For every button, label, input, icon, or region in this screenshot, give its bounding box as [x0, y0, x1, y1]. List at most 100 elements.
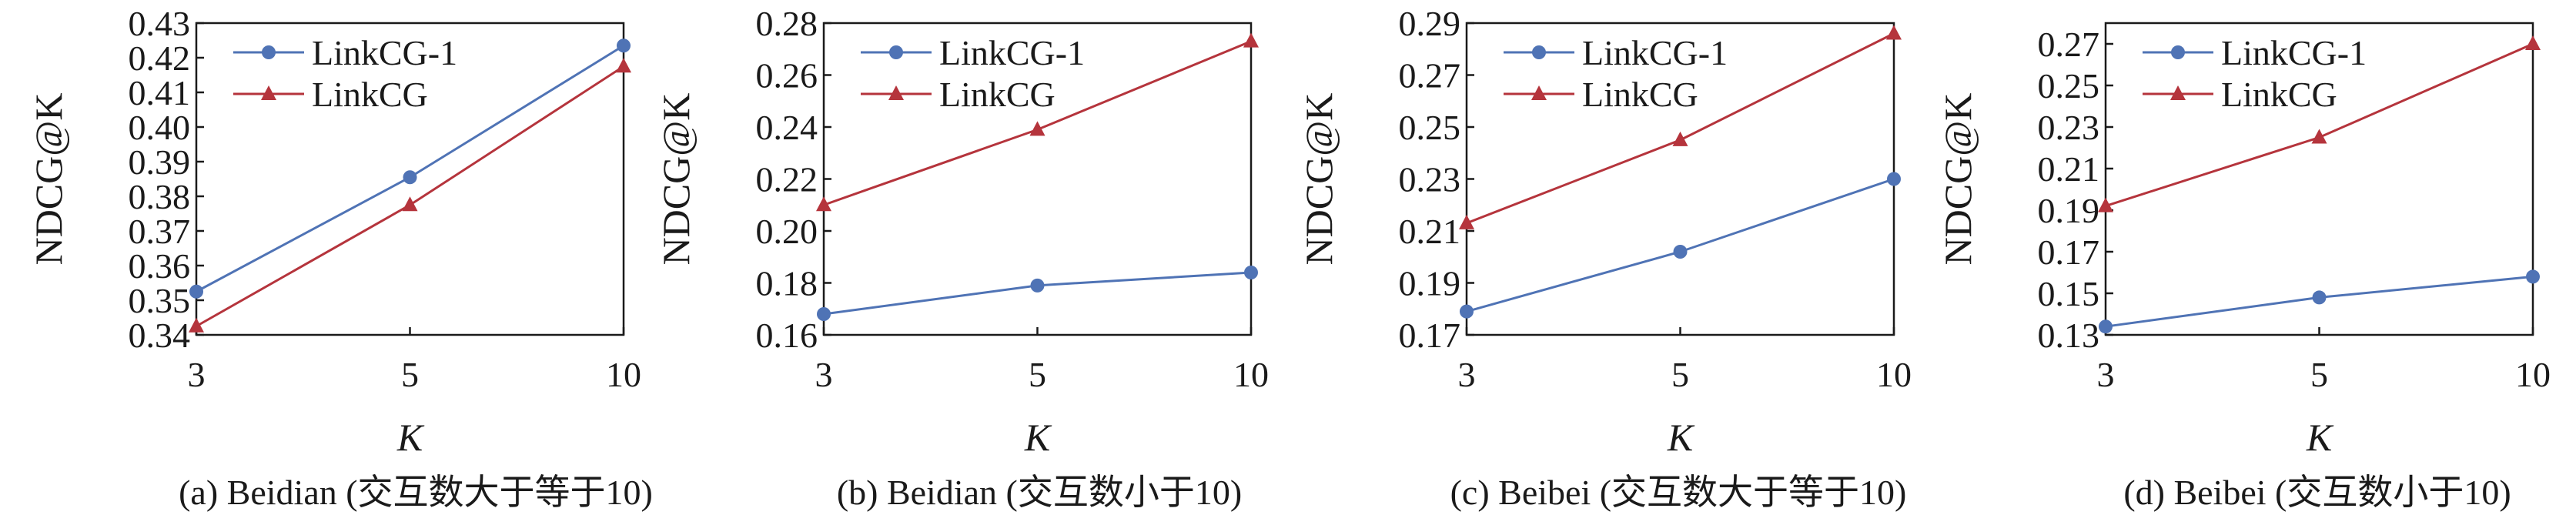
data-point-triangle — [816, 196, 831, 212]
legend-marker-circle — [262, 45, 276, 59]
data-point-circle — [617, 38, 631, 53]
data-point-triangle — [2098, 197, 2113, 212]
x-tick-label: 10 — [606, 355, 641, 394]
y-tick-label: 0.38 — [129, 177, 191, 216]
legend-label: LinkCG-1 — [312, 33, 457, 72]
y-tick-label: 0.25 — [2038, 66, 2100, 105]
data-point-triangle — [1029, 121, 1045, 136]
data-point-triangle — [616, 58, 631, 73]
data-point-circle — [2526, 269, 2540, 284]
y-tick-label: 0.39 — [129, 142, 191, 182]
legend-label: LinkCG-1 — [1582, 33, 1728, 72]
y-tick-label: 0.27 — [2038, 25, 2100, 64]
y-axis-title: NDCG@K — [27, 93, 70, 266]
y-tick-label: 0.22 — [756, 160, 818, 199]
chart-panel: 0.340.350.360.370.380.390.400.410.420.43… — [27, 4, 653, 512]
legend-marker-triangle — [888, 85, 904, 100]
legend-label: LinkCG — [939, 75, 1055, 114]
legend-label: LinkCG-1 — [939, 33, 1085, 72]
y-tick-label: 0.18 — [756, 264, 818, 303]
y-tick-label: 0.29 — [1399, 4, 1461, 43]
panel-caption: (a) Beidian (交互数大于等于10) — [179, 473, 653, 512]
y-tick-label: 0.43 — [129, 4, 191, 43]
data-point-triangle — [189, 317, 204, 333]
x-tick-label: 3 — [815, 355, 833, 394]
y-tick-label: 0.34 — [129, 316, 191, 355]
y-tick-label: 0.21 — [1399, 212, 1461, 251]
legend-label: LinkCG — [2221, 75, 2337, 114]
data-point-circle — [1460, 304, 1474, 319]
data-point-circle — [817, 307, 831, 321]
y-tick-label: 0.35 — [129, 281, 191, 320]
data-point-triangle — [2311, 129, 2327, 144]
y-tick-label: 0.23 — [2038, 108, 2100, 147]
data-point-circle — [1887, 172, 1901, 186]
panel-caption: (c) Beibei (交互数大于等于10) — [1450, 473, 1907, 512]
x-tick-label: 3 — [2097, 355, 2115, 394]
data-point-triangle — [1672, 131, 1688, 146]
y-tick-label: 0.26 — [756, 56, 818, 95]
data-point-circle — [403, 170, 417, 185]
legend-marker-triangle — [261, 85, 276, 100]
y-tick-label: 0.17 — [1399, 316, 1461, 355]
y-axis-title: NDCG@K — [1297, 93, 1340, 266]
x-tick-label: 3 — [1458, 355, 1476, 394]
x-tick-label: 10 — [1233, 355, 1269, 394]
y-tick-label: 0.23 — [1399, 160, 1461, 199]
y-axis-title: NDCG@K — [1936, 93, 1979, 266]
legend-label: LinkCG — [1582, 75, 1698, 114]
data-point-triangle — [402, 196, 418, 212]
x-tick-label: 5 — [1671, 355, 1689, 394]
data-point-circle — [2099, 319, 2113, 334]
x-axis-title: K — [2306, 416, 2334, 459]
x-tick-label: 3 — [188, 355, 206, 394]
data-point-triangle — [1886, 25, 1902, 40]
y-tick-label: 0.40 — [129, 108, 191, 147]
y-tick-label: 0.36 — [129, 246, 191, 286]
y-tick-label: 0.13 — [2038, 316, 2100, 355]
y-tick-label: 0.19 — [1399, 264, 1461, 303]
legend-label: LinkCG-1 — [2221, 33, 2367, 72]
x-tick-label: 5 — [2310, 355, 2328, 394]
y-tick-label: 0.41 — [129, 73, 191, 112]
y-tick-label: 0.42 — [129, 38, 191, 78]
y-tick-label: 0.27 — [1399, 56, 1461, 95]
y-tick-label: 0.17 — [2038, 232, 2100, 272]
x-axis-title: K — [1024, 416, 1052, 459]
x-tick-label: 10 — [1876, 355, 1912, 394]
data-point-triangle — [1459, 214, 1474, 229]
x-tick-label: 5 — [1029, 355, 1046, 394]
y-tick-label: 0.15 — [2038, 274, 2100, 313]
legend-marker-triangle — [1531, 85, 1547, 100]
x-tick-label: 10 — [2515, 355, 2551, 394]
data-point-triangle — [2525, 35, 2541, 50]
data-point-circle — [1030, 278, 1045, 293]
y-tick-label: 0.21 — [2038, 149, 2100, 189]
y-tick-label: 0.24 — [756, 108, 818, 147]
y-tick-label: 0.19 — [2038, 191, 2100, 230]
y-tick-label: 0.16 — [756, 316, 818, 355]
chart-panel: 0.16 0.18 0.20 0.22 0.24 0.26 0.28 3 5 10 K NDCG@K L… — [654, 4, 1269, 512]
y-axis-title: NDCG@K — [654, 93, 698, 266]
legend-label: LinkCG — [312, 75, 428, 114]
data-point-circle — [2312, 290, 2327, 305]
y-tick-label: 0.25 — [1399, 108, 1461, 147]
y-tick-label: 0.28 — [756, 4, 818, 43]
y-tick-label: 0.37 — [129, 212, 191, 251]
legend-marker-circle — [2171, 45, 2185, 59]
chart-panel: 0.130.150.170.190.210.230.250.27 3 5 10 K NDC… — [1936, 22, 2551, 512]
panel-caption: (d) Beibei (交互数小于10) — [2123, 473, 2511, 512]
data-point-circle — [189, 284, 203, 299]
data-point-circle — [1673, 245, 1688, 259]
x-tick-label: 5 — [401, 355, 419, 394]
panel-caption: (b) Beidian (交互数小于10) — [837, 473, 1242, 512]
legend-marker-circle — [889, 45, 903, 59]
legend-marker-circle — [1532, 45, 1546, 59]
data-point-circle — [1244, 266, 1258, 279]
chart-panel: 0.17 0.19 0.21 0.23 0.25 0.27 0.29 3 5 10 K NDCG@K L… — [1297, 4, 1912, 512]
y-tick-label: 0.20 — [756, 212, 818, 251]
x-axis-title: K — [396, 416, 425, 459]
data-point-triangle — [1243, 32, 1259, 48]
x-axis-title: K — [1667, 416, 1695, 459]
